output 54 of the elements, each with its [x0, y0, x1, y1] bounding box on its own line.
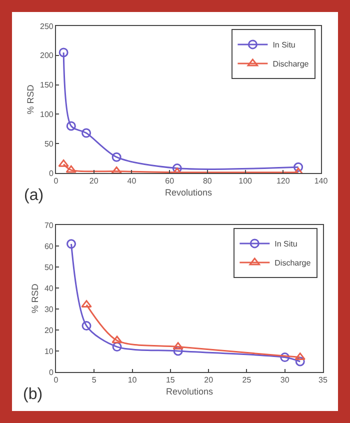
x-tick-label: 20	[89, 176, 99, 186]
x-tick-label: 60	[165, 176, 175, 186]
x-tick-label: 25	[242, 376, 252, 385]
x-axis-title: Revolutions	[164, 187, 213, 198]
y-tick-label: 20	[44, 326, 54, 335]
y-tick-label: 250	[40, 22, 54, 31]
point	[82, 321, 92, 331]
point	[112, 152, 122, 162]
x-axis-title: Revolutions	[166, 386, 214, 396]
point	[294, 352, 306, 360]
x-tick-label: 100	[238, 176, 253, 186]
point	[280, 352, 290, 362]
x-tick-label: 35	[318, 376, 328, 385]
y-tick-label: 50	[44, 262, 54, 272]
x-tick-label: 15	[166, 376, 176, 385]
y-axis-title: % RSD	[30, 283, 40, 314]
point	[66, 239, 76, 249]
point	[58, 159, 69, 167]
y-tick-label: 0	[48, 168, 54, 178]
x-tick-label: 140	[314, 176, 328, 186]
point	[112, 336, 122, 344]
y-tick-label: 70	[44, 220, 54, 230]
legend-label: In Situ	[272, 40, 296, 50]
y-tick-label: 30	[44, 304, 54, 314]
y-axis-title: % RSD	[25, 84, 36, 114]
x-tick-label: 30	[280, 376, 290, 385]
legend-label: Discharge	[274, 258, 312, 268]
point	[82, 128, 92, 138]
point	[172, 342, 184, 350]
x-tick-label: 10	[128, 376, 138, 385]
y-tick-label: 150	[40, 80, 54, 90]
point	[66, 121, 76, 131]
point	[294, 162, 304, 172]
legend-label: In Situ	[274, 240, 298, 249]
y-tick-label: 50	[44, 139, 54, 148]
x-tick-label: 80	[202, 176, 212, 186]
point	[81, 300, 92, 308]
x-tick-label: 120	[276, 176, 290, 186]
x-tick-label: 20	[204, 376, 214, 385]
point	[112, 342, 122, 352]
text: (a)	[24, 187, 44, 204]
point	[295, 356, 305, 366]
y-tick-label: 200	[40, 51, 54, 60]
y-tick-label: 0	[48, 368, 54, 377]
y-tick-label: 100	[40, 110, 54, 119]
y-tick-label: 60	[44, 242, 54, 251]
point	[173, 346, 183, 356]
point	[58, 48, 68, 58]
text: (b)	[23, 386, 43, 403]
x-tick-label: 40	[127, 176, 137, 186]
y-tick-label: 10	[44, 346, 54, 356]
y-tick-label: 40	[44, 284, 54, 293]
legend-label: Discharge	[272, 60, 310, 69]
x-tick-label: 5	[92, 376, 97, 385]
